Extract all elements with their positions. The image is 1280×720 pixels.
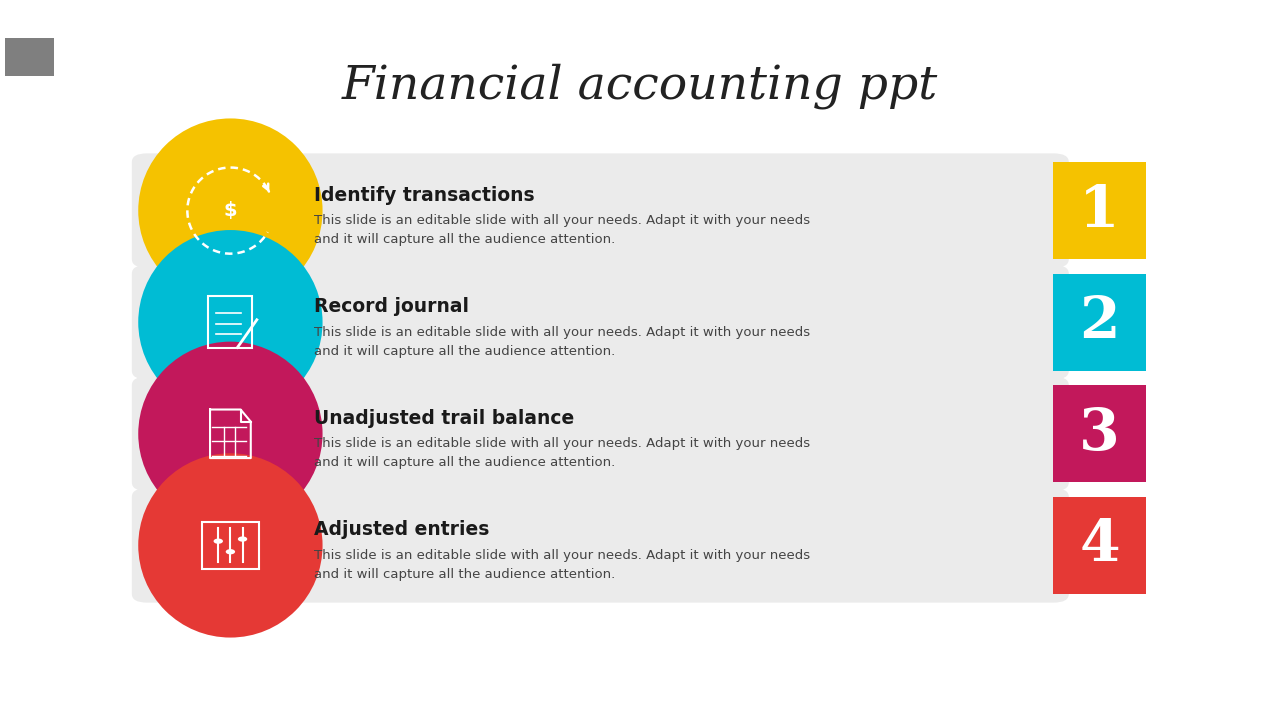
FancyBboxPatch shape: [132, 153, 1069, 268]
Text: 3: 3: [1079, 406, 1120, 462]
Text: Unadjusted trail balance: Unadjusted trail balance: [314, 409, 573, 428]
Text: This slide is an editable slide with all your needs. Adapt it with your needs
an: This slide is an editable slide with all…: [314, 325, 810, 358]
Text: This slide is an editable slide with all your needs. Adapt it with your needs
an: This slide is an editable slide with all…: [314, 437, 810, 469]
Text: Identify transactions: Identify transactions: [314, 186, 534, 204]
Text: This slide is an editable slide with all your needs. Adapt it with your needs
an: This slide is an editable slide with all…: [314, 549, 810, 581]
Ellipse shape: [138, 118, 323, 302]
Text: 2: 2: [1079, 294, 1120, 350]
Ellipse shape: [138, 341, 323, 526]
FancyBboxPatch shape: [1053, 274, 1146, 371]
Text: This slide is an editable slide with all your needs. Adapt it with your needs
an: This slide is an editable slide with all…: [314, 214, 810, 246]
FancyBboxPatch shape: [5, 38, 54, 76]
Ellipse shape: [138, 454, 323, 638]
FancyBboxPatch shape: [132, 488, 1069, 603]
Text: Adjusted entries: Adjusted entries: [314, 521, 489, 539]
Circle shape: [238, 536, 247, 541]
Ellipse shape: [138, 230, 323, 415]
FancyBboxPatch shape: [1053, 162, 1146, 259]
Circle shape: [225, 549, 236, 554]
FancyBboxPatch shape: [1053, 385, 1146, 482]
Text: $: $: [224, 201, 237, 220]
Circle shape: [214, 539, 223, 544]
Text: 1: 1: [1079, 183, 1120, 238]
Text: 4: 4: [1079, 518, 1120, 573]
FancyBboxPatch shape: [132, 377, 1069, 491]
Text: Record journal: Record journal: [314, 297, 468, 316]
FancyBboxPatch shape: [132, 265, 1069, 379]
Text: Financial accounting ppt: Financial accounting ppt: [342, 63, 938, 109]
FancyBboxPatch shape: [1053, 497, 1146, 594]
